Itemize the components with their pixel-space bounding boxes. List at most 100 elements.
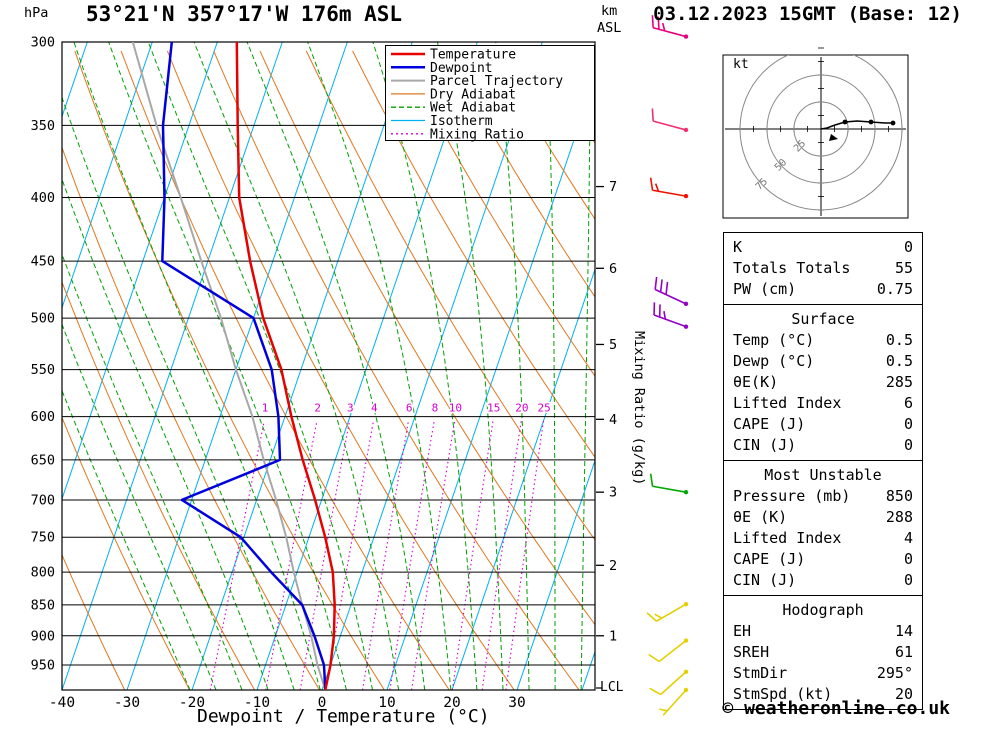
table-row: SREH 61 [724, 642, 922, 663]
table-row: EH 14 [724, 621, 922, 642]
svg-text:-40: -40 [49, 695, 75, 711]
row-label: CAPE (J) [733, 415, 806, 433]
row-value: 0 [903, 550, 913, 568]
row-label: Temp (°C) [733, 331, 815, 349]
row-label: StmSpd (kt) [733, 685, 833, 703]
mixing-ratio-value-labels: 1 2 3 4 6 8 10 15 20 25 [260, 400, 552, 416]
isobar-lines [61, 41, 596, 691]
row-value: 288 [885, 508, 913, 526]
parcel-curve [131, 42, 327, 690]
temperature-curve [235, 42, 336, 690]
row-value: 0 [903, 571, 913, 589]
table-row: CAPE (J) 0 [724, 549, 922, 570]
isotherm-lines [62, 42, 595, 690]
table-header: Most Unstable [764, 466, 882, 484]
hodograph-unit-label: kt [733, 57, 749, 72]
svg-text:20: 20 [443, 695, 460, 711]
pressure-unit-label: hPa [24, 5, 49, 21]
row-value: 6 [903, 394, 913, 412]
indices-tables: K 0 Totals Totals 55 PW (cm) 0.75 Surface Temp … [723, 232, 923, 710]
svg-text:1: 1 [609, 628, 617, 644]
svg-text:Isotherm: Isotherm [430, 114, 493, 129]
svg-text:700: 700 [31, 492, 55, 508]
svg-text:2: 2 [609, 558, 617, 574]
svg-text:-10: -10 [244, 695, 270, 711]
indices-table: K 0 Totals Totals 55 PW (cm) 0.75 [723, 232, 923, 305]
svg-text:Mixing Ratio: Mixing Ratio [430, 127, 524, 142]
dewpoint-curve [161, 42, 327, 690]
wind-barb-column [646, 15, 689, 716]
svg-text:0: 0 [318, 695, 327, 711]
svg-text:750: 750 [31, 530, 55, 546]
svg-text:4: 4 [609, 412, 617, 428]
table-row: CIN (J) 0 [724, 435, 922, 456]
row-value: 0.5 [885, 352, 913, 370]
svg-text:Dewpoint: Dewpoint [430, 61, 493, 76]
row-label: Totals Totals [733, 259, 851, 277]
row-label: CAPE (J) [733, 550, 806, 568]
row-label: CIN (J) [733, 436, 797, 454]
indices-table: Surface Temp (°C) 0.5 Dewp (°C) 0.5 θE(K) 285 L… [723, 304, 923, 461]
row-label: Lifted Index [733, 529, 842, 547]
row-label: CIN (J) [733, 571, 797, 589]
svg-text:1: 1 [262, 402, 269, 415]
svg-text:4: 4 [371, 402, 378, 415]
row-label: θE (K) [733, 508, 788, 526]
svg-text:650: 650 [31, 452, 55, 468]
svg-text:500: 500 [31, 311, 55, 327]
table-row: StmSpd (kt) 20 [724, 684, 922, 705]
row-value: 0.75 [876, 280, 913, 298]
table-header: Hodograph [782, 601, 864, 619]
row-value: 285 [885, 373, 913, 391]
svg-text:550: 550 [31, 362, 55, 378]
row-label: PW (cm) [733, 280, 797, 298]
svg-text:400: 400 [31, 190, 55, 206]
table-row: Lifted Index 6 [724, 393, 922, 414]
row-label: Dewp (°C) [733, 352, 815, 370]
svg-text:10: 10 [378, 695, 395, 711]
mixing-ratio-axis-label: Mixing Ratio (g/kg) [631, 331, 647, 486]
svg-text:3: 3 [609, 485, 617, 501]
table-row: CIN (J) 0 [724, 570, 922, 591]
row-label: Lifted Index [733, 394, 842, 412]
svg-text:-30: -30 [114, 695, 140, 711]
svg-text:800: 800 [31, 565, 55, 581]
row-value: 0.5 [885, 331, 913, 349]
hodograph-rings [739, 55, 903, 211]
row-label: StmDir [733, 664, 788, 682]
svg-text:900: 900 [31, 628, 55, 644]
km-axis: 1 2 3 4 5 6 7 [596, 179, 617, 689]
row-label: SREH [733, 643, 770, 661]
footer-credit: © weatheronline.co.uk [722, 698, 950, 719]
svg-text:350: 350 [31, 118, 55, 134]
svg-text:6: 6 [406, 402, 413, 415]
datetime-title: 03.12.2023 15GMT (Base: 12) [653, 3, 962, 25]
svg-text:850: 850 [31, 597, 55, 613]
km-axis-unit-label: km [601, 3, 618, 19]
row-value: 0 [903, 238, 913, 256]
row-label: Pressure (mb) [733, 487, 851, 505]
svg-text:3: 3 [347, 402, 354, 415]
row-label: θE(K) [733, 373, 779, 391]
table-row: Totals Totals 55 [724, 258, 922, 279]
svg-text:300: 300 [31, 35, 55, 51]
table-row: Dewp (°C) 0.5 [724, 351, 922, 372]
svg-text:Dry Adiabat: Dry Adiabat [430, 87, 516, 102]
table-row: θE(K) 285 [724, 372, 922, 393]
svg-text:5: 5 [609, 337, 617, 353]
row-value: 295° [876, 664, 913, 682]
temperature-axis-labels: -40 -30 -20 -10 0 10 20 30 [49, 695, 526, 711]
svg-text:-20: -20 [179, 695, 205, 711]
wet-adiabat-lines [62, 42, 591, 690]
table-row: CAPE (J) 0 [724, 414, 922, 435]
svg-text:950: 950 [31, 657, 55, 673]
table-row: PW (cm) 0.75 [724, 279, 922, 300]
row-value: 4 [903, 529, 913, 547]
row-value: 0 [903, 415, 913, 433]
mixing-ratio-lines [209, 420, 545, 690]
